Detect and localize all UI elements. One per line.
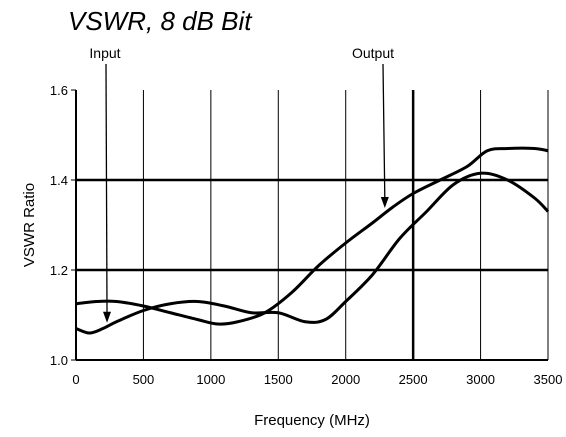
x-tick-label: 3500 (534, 372, 563, 387)
label-layer: 0 500 1000 1500 2000 2500 3000 3500 1.0 1.2 1.4 1.6… (21, 83, 562, 429)
y-tick-label: 1.4 (50, 173, 68, 188)
annotation-layer: Input Output (89, 45, 394, 323)
x-axis-label: Frequency (MHz) (254, 412, 370, 429)
x-tick-label: 1000 (196, 372, 225, 387)
y-tick-label: 1.2 (50, 263, 68, 278)
x-tick-label: 2000 (331, 372, 360, 387)
x-tick-label: 500 (133, 372, 155, 387)
x-tick-label: 1500 (264, 372, 293, 387)
y-tick-label: 1.6 (50, 83, 68, 98)
y-axis-label: VSWR Ratio (21, 183, 38, 267)
annotation-arrowhead (103, 311, 112, 323)
annotation-label-input: Input (89, 45, 120, 61)
x-tick-label: 0 (72, 372, 79, 387)
annotation-label-output: Output (352, 45, 394, 61)
series-line-input (75, 171, 550, 335)
grid-layer (76, 90, 549, 360)
x-tick-label: 3000 (466, 372, 495, 387)
annotation-arrow-line (105, 63, 108, 314)
series-layer (75, 146, 550, 335)
x-tick-label: 2500 (399, 372, 428, 387)
annotation-arrowhead (380, 197, 389, 208)
y-tick-label: 1.0 (50, 353, 68, 368)
chart-title: VSWR, 8 dB Bit (68, 6, 252, 36)
series-line-output (75, 146, 549, 326)
axes-layer (71, 89, 548, 361)
annotation-arrow-line (382, 63, 386, 200)
